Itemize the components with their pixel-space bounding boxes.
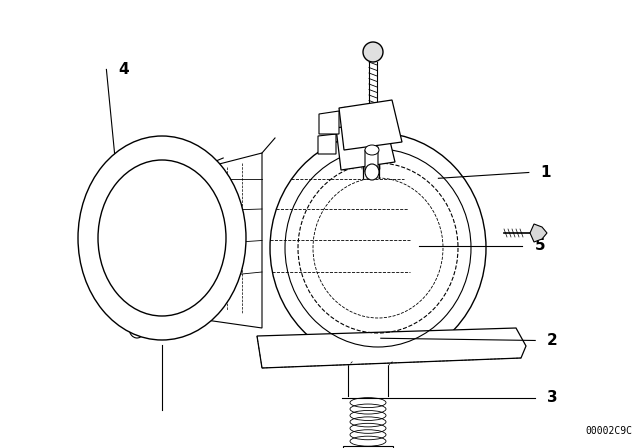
Polygon shape — [192, 153, 262, 328]
Ellipse shape — [270, 133, 486, 363]
Ellipse shape — [98, 160, 226, 316]
Polygon shape — [257, 328, 526, 368]
Polygon shape — [319, 111, 339, 134]
Polygon shape — [336, 120, 395, 170]
Polygon shape — [530, 224, 547, 242]
Ellipse shape — [365, 164, 379, 180]
Polygon shape — [365, 147, 378, 172]
Text: 3: 3 — [547, 390, 558, 405]
Polygon shape — [343, 446, 393, 448]
Ellipse shape — [363, 42, 383, 62]
Text: 1: 1 — [541, 165, 551, 180]
Ellipse shape — [78, 136, 246, 340]
Ellipse shape — [129, 318, 145, 338]
Polygon shape — [339, 100, 402, 150]
Text: 00002C9C: 00002C9C — [585, 426, 632, 436]
Text: 5: 5 — [534, 238, 545, 253]
Text: 2: 2 — [547, 333, 558, 348]
Ellipse shape — [129, 303, 145, 323]
Polygon shape — [318, 134, 336, 154]
Ellipse shape — [365, 145, 379, 155]
Text: 4: 4 — [118, 62, 129, 77]
